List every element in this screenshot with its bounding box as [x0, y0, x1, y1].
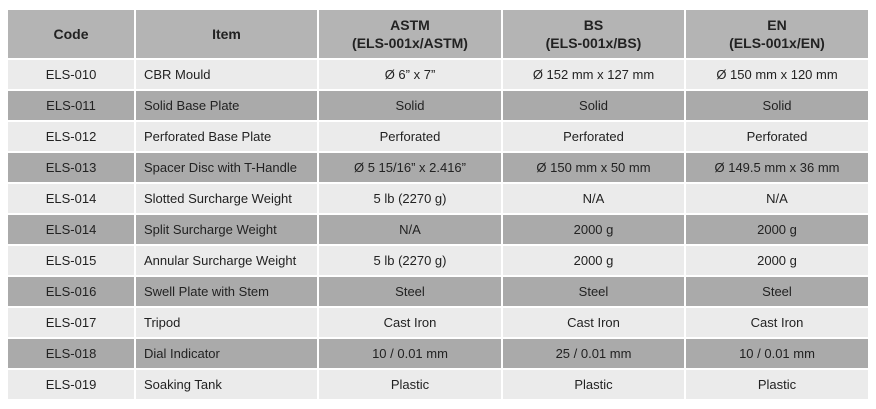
column-header: Code	[8, 10, 136, 60]
table-cell: ELS-014	[8, 214, 136, 246]
table-cell: ELS-011	[8, 90, 136, 122]
column-title: BS	[583, 17, 604, 33]
table-cell: Ø 150 mm x 50 mm	[502, 152, 686, 184]
column-title: Code	[53, 26, 89, 42]
table-cell: CBR Mould	[135, 59, 319, 91]
table-cell: Perforated Base Plate	[135, 121, 319, 153]
table-row: ELS-014 Split Surcharge Weight N/A 2000 g 20…	[8, 214, 868, 246]
table-cell: Steel	[502, 276, 686, 308]
table-cell: ELS-016	[8, 276, 136, 308]
table-cell: Steel	[318, 276, 503, 308]
table-row: ELS-012 Perforated Base Plate Perforated Pe…	[8, 121, 868, 153]
table-cell: Solid	[502, 90, 686, 122]
column-header: EN (ELS-001x/EN)	[685, 10, 868, 60]
table-row: ELS-016 Swell Plate with Stem Steel Steel St…	[8, 276, 868, 308]
table-cell: Perforated	[502, 121, 686, 153]
table-cell: Spacer Disc with T-Handle	[135, 152, 319, 184]
table-cell: Perforated	[685, 121, 868, 153]
table-cell: Perforated	[318, 121, 503, 153]
table-row: ELS-019 Soaking Tank Plastic Plastic Plastic	[8, 369, 868, 401]
table-cell: 10 / 0.01 mm	[685, 338, 868, 370]
table-cell: 2000 g	[685, 245, 868, 277]
table-cell: Cast Iron	[318, 307, 503, 339]
table-cell: 5 lb (2270 g)	[318, 183, 503, 215]
column-header: BS (ELS-001x/BS)	[502, 10, 686, 60]
column-title: ASTM	[390, 17, 430, 33]
table-cell: 2000 g	[685, 214, 868, 246]
table-cell: 10 / 0.01 mm	[318, 338, 503, 370]
table-cell: 25 / 0.01 mm	[502, 338, 686, 370]
table-cell: Ø 5 15/16” x 2.416”	[318, 152, 503, 184]
table-cell: Plastic	[318, 369, 503, 401]
table-cell: Annular Surcharge Weight	[135, 245, 319, 277]
table-cell: Ø 6” x 7”	[318, 59, 503, 91]
table-row: ELS-018 Dial Indicator 10 / 0.01 mm 25 / 0.…	[8, 338, 868, 370]
table-cell: Ø 150 mm x 120 mm	[685, 59, 868, 91]
table-cell: N/A	[318, 214, 503, 246]
table-cell: Solid	[318, 90, 503, 122]
table-cell: 2000 g	[502, 245, 686, 277]
table-cell: ELS-010	[8, 59, 136, 91]
header-row: Code Item ASTM (ELS-001x/ASTM) BS (ELS-001x/B…	[8, 10, 868, 60]
table-cell: ELS-014	[8, 183, 136, 215]
table-cell: Soaking Tank	[135, 369, 319, 401]
table-cell: Swell Plate with Stem	[135, 276, 319, 308]
table-cell: ELS-017	[8, 307, 136, 339]
table-cell: ELS-018	[8, 338, 136, 370]
table-row: ELS-011 Solid Base Plate Solid Solid Solid	[8, 90, 868, 122]
table-cell: ELS-012	[8, 121, 136, 153]
column-title: EN	[767, 17, 787, 33]
table-cell: Cast Iron	[685, 307, 868, 339]
table-row: ELS-017 Tripod Cast Iron Cast Iron Cast Iron	[8, 307, 868, 339]
table-cell: Split Surcharge Weight	[135, 214, 319, 246]
table-row: ELS-013 Spacer Disc with T-Handle Ø 5 15/1…	[8, 152, 868, 184]
table-cell: Plastic	[502, 369, 686, 401]
table-cell: Ø 152 mm x 127 mm	[502, 59, 686, 91]
column-header: ASTM (ELS-001x/ASTM)	[318, 10, 503, 60]
table-cell: Tripod	[135, 307, 319, 339]
table-cell: Ø 149.5 mm x 36 mm	[685, 152, 868, 184]
table-cell: 5 lb (2270 g)	[318, 245, 503, 277]
column-subtitle: (ELS-001x/ASTM)	[352, 35, 468, 51]
table-cell: Slotted Surcharge Weight	[135, 183, 319, 215]
table-cell: ELS-013	[8, 152, 136, 184]
table-cell: ELS-015	[8, 245, 136, 277]
table-row: ELS-015 Annular Surcharge Weight 5 lb (227…	[8, 245, 868, 277]
column-header: Item	[135, 10, 319, 60]
table-cell: Plastic	[685, 369, 868, 401]
column-title: Item	[212, 26, 241, 42]
table-cell: Cast Iron	[502, 307, 686, 339]
table-cell: Solid	[685, 90, 868, 122]
spec-table: Code Item ASTM (ELS-001x/ASTM) BS (ELS-001x/B…	[8, 10, 868, 401]
table-cell: N/A	[685, 183, 868, 215]
column-subtitle: (ELS-001x/BS)	[545, 35, 642, 51]
table-body: ELS-010 CBR Mould Ø 6” x 7” Ø 152 mm x 127 …	[8, 59, 868, 401]
table-cell: 2000 g	[502, 214, 686, 246]
table-row: ELS-014 Slotted Surcharge Weight 5 lb (227…	[8, 183, 868, 215]
table-cell: Steel	[685, 276, 868, 308]
table-cell: N/A	[502, 183, 686, 215]
table-row: ELS-010 CBR Mould Ø 6” x 7” Ø 152 mm x 127 …	[8, 59, 868, 91]
table-cell: Solid Base Plate	[135, 90, 319, 122]
table-cell: ELS-019	[8, 369, 136, 401]
table-cell: Dial Indicator	[135, 338, 319, 370]
column-subtitle: (ELS-001x/EN)	[729, 35, 825, 51]
